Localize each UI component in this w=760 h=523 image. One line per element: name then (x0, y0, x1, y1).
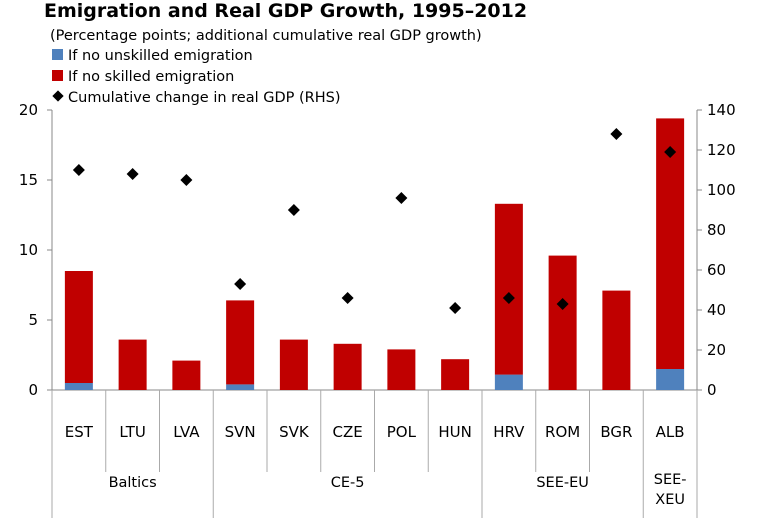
right-tick-label: 20 (707, 341, 726, 359)
right-tick-label: 120 (707, 141, 736, 159)
bar-skilled-rom (548, 255, 577, 390)
right-tick-label: 40 (707, 301, 726, 319)
bar-skilled-hrv (494, 203, 523, 375)
right-tick-label: 0 (707, 381, 717, 399)
category-label-est: EST (65, 423, 94, 441)
gdp-marker-hun (449, 302, 462, 314)
category-label-hun: HUN (438, 423, 471, 441)
left-tick-label: 20 (19, 101, 38, 119)
gdp-marker-ltu (126, 168, 139, 180)
legend-swatch-unskilled (52, 49, 63, 60)
bar-skilled-bgr (602, 290, 631, 390)
gdp-marker-hrv (502, 292, 515, 304)
group-label-see-xeu: SEE-XEU (654, 472, 687, 508)
gdp-marker-svn (234, 278, 247, 290)
bar-skilled-hun (441, 359, 470, 390)
group-label-ce-5: CE-5 (331, 475, 365, 491)
chart-title: Emigration and Real GDP Growth, 1995–201… (44, 0, 527, 22)
category-label-pol: POL (387, 423, 417, 441)
right-tick-label: 60 (707, 261, 726, 279)
gdp-marker-bgr (610, 128, 623, 140)
category-label-ltu: LTU (119, 423, 145, 441)
gdp-marker-pol (395, 192, 408, 204)
category-label-hrv: HRV (493, 423, 525, 441)
category-label-alb: ALB (656, 423, 685, 441)
gdp-marker-cze (341, 292, 354, 304)
legend-label-gdp: Cumulative change in real GDP (RHS) (68, 90, 341, 106)
category-label-svn: SVN (225, 423, 256, 441)
bar-skilled-pol (387, 349, 416, 390)
bar-skilled-ltu (118, 339, 147, 390)
group-label-see-eu: SEE-EU (536, 475, 589, 491)
right-tick-label: 140 (707, 101, 736, 119)
bar-unskilled-hrv (494, 374, 523, 390)
left-tick-label: 0 (28, 381, 38, 399)
chart-subtitle: (Percentage points; additional cumulativ… (50, 28, 482, 44)
left-tick-label: 5 (28, 311, 38, 329)
legend-label-unskilled: If no unskilled emigration (68, 48, 253, 64)
right-tick-label: 80 (707, 221, 726, 239)
bar-skilled-alb (656, 118, 685, 370)
bar-unskilled-est (64, 383, 93, 390)
category-label-lva: LVA (173, 423, 200, 441)
gdp-marker-lva (180, 174, 193, 186)
legend: If no unskilled emigration If no skilled… (52, 48, 341, 106)
bar-unskilled-alb (656, 369, 685, 390)
legend-marker-gdp (52, 90, 64, 102)
bar-skilled-lva (172, 360, 201, 390)
group-label-baltics: Baltics (109, 475, 157, 491)
gdp-marker-svk (287, 204, 300, 216)
legend-swatch-skilled (52, 70, 63, 81)
category-label-rom: ROM (545, 423, 580, 441)
gdp-marker-est (72, 164, 85, 176)
bar-skilled-svn (226, 300, 255, 385)
right-tick-label: 100 (707, 181, 736, 199)
bar-skilled-est (64, 271, 93, 383)
legend-label-skilled: If no skilled emigration (68, 69, 234, 85)
bar-skilled-svk (279, 339, 308, 390)
bar-unskilled-svn (226, 384, 255, 390)
gdp-marker-rom (556, 298, 569, 310)
bar-skilled-cze (333, 343, 362, 390)
left-tick-label: 15 (19, 171, 38, 189)
category-label-cze: CZE (333, 423, 363, 441)
category-label-bgr: BGR (600, 423, 632, 441)
category-label-svk: SVK (279, 423, 310, 441)
gdp-marker-alb (664, 146, 677, 158)
left-tick-label: 10 (19, 241, 38, 259)
